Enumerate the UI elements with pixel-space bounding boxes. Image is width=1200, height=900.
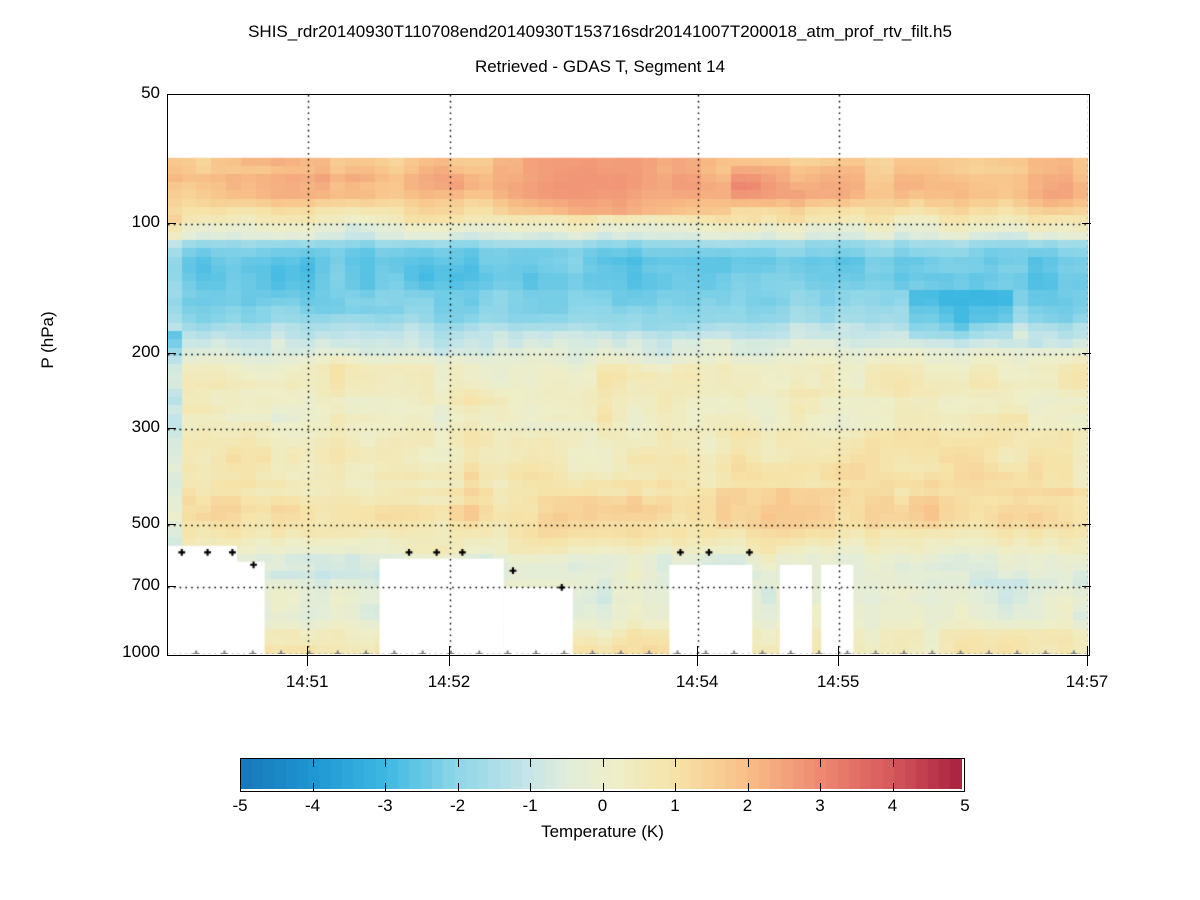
- y-axis-tick-right: [1082, 428, 1091, 430]
- heatmap-plot-area: [167, 94, 1090, 656]
- colorbar-tick-label: -3: [377, 796, 393, 815]
- y-axis-tick: [167, 523, 176, 525]
- y-axis-tick: [167, 586, 176, 588]
- marker-canvas: [168, 95, 1088, 654]
- y-axis-tick-right: [1082, 352, 1091, 354]
- colorbar-tick-labels: -5 -4 -3 -2 -1 0 1 2 3 4 5: [232, 796, 969, 820]
- colorbar-tick: [892, 758, 894, 767]
- colorbar-tick: [602, 758, 604, 767]
- colorbar-tick: [675, 758, 676, 767]
- colorbar-tick-label: 4: [887, 796, 898, 815]
- colorbar-tick-bottom: [602, 783, 604, 792]
- colorbar-tick: [385, 758, 386, 767]
- y-axis-tick-right: [1082, 223, 1091, 225]
- colorbar-tick-bottom: [892, 783, 894, 792]
- colorbar-canvas: [241, 759, 962, 789]
- x-axis-tick-top: [448, 646, 450, 656]
- y-axis-tick-right: [1082, 523, 1091, 525]
- x-axis-tick-label: 14:52: [427, 672, 471, 691]
- y-axis-tick-label: 1000: [122, 642, 160, 661]
- y-axis-tick: [167, 352, 176, 354]
- figure-title-main: SHIS_rdr20140930T110708end20140930T15371…: [248, 22, 952, 41]
- x-axis-tick: [448, 656, 450, 666]
- y-axis-tick-label: 300: [131, 417, 160, 437]
- y-axis-tick-right: [1082, 586, 1091, 588]
- y-axis-tick-label: 200: [131, 341, 160, 361]
- x-axis-tick: [697, 656, 699, 666]
- x-axis-ticks: 14:51 14:52 14:54 14:55 14:57: [167, 646, 1108, 691]
- x-axis-tick-top: [697, 646, 699, 656]
- y-axis-tick-labels: 50 100 200 300 500 700 1000: [80, 83, 160, 661]
- y-axis-tick: [167, 428, 176, 430]
- y-axis-tick-label: 500: [131, 512, 160, 532]
- colorbar-tick-label: 1: [670, 796, 680, 815]
- colorbar-tick: [530, 758, 531, 767]
- x-axis-tick-label: 14:57: [1065, 672, 1109, 691]
- y-axis-tick-label: 700: [131, 575, 160, 595]
- x-axis-tick: [838, 656, 840, 666]
- colorbar-tick-label: 5: [960, 796, 970, 815]
- colorbar-tick-bottom: [747, 783, 749, 792]
- x-axis-tick-label: 14:55: [816, 672, 860, 691]
- colorbar-tick-label: -2: [449, 796, 466, 815]
- x-axis-tick-top: [838, 646, 840, 656]
- x-axis-tick-label: 14:51: [285, 672, 329, 691]
- y-axis-tick-label: 50: [141, 83, 160, 102]
- colorbar-tick: [457, 758, 459, 767]
- colorbar-tick-label: 3: [815, 796, 825, 815]
- colorbar-tick-label: 2: [742, 796, 753, 815]
- colorbar-tick-bottom: [457, 783, 459, 792]
- y-axis-tick-label: 100: [131, 212, 160, 232]
- colorbar-tick-label: -5: [232, 796, 248, 815]
- colorbar-tick-bottom: [385, 783, 386, 792]
- colorbar-tick: [747, 758, 749, 767]
- x-axis-tick: [307, 656, 309, 666]
- x-axis-tick-top: [1087, 646, 1088, 656]
- y-axis-ticks-left: [167, 94, 177, 656]
- colorbar-tick: [312, 758, 314, 767]
- y-axis-tick: [167, 223, 176, 225]
- colorbar-tick-bottom: [675, 783, 676, 792]
- colorbar-tick-bottom: [312, 783, 314, 792]
- y-axis-ticks-right: [1081, 94, 1091, 656]
- colorbar-tick-label: -1: [522, 796, 538, 815]
- figure-title-sub: Retrieved - GDAS T, Segment 14: [474, 57, 726, 76]
- colorbar-tick: [820, 758, 821, 767]
- colorbar-tick-bottom: [820, 783, 821, 792]
- x-axis-tick-top: [307, 646, 309, 656]
- x-axis-tick-label: 14:54: [675, 672, 719, 691]
- colorbar-tick-bottom: [530, 783, 531, 792]
- y-axis-label: P (hPa): [38, 311, 57, 369]
- colorbar-title: Temperature (K): [541, 822, 664, 841]
- colorbar-tick-label: -4: [304, 796, 321, 815]
- colorbar-tick-label: 0: [597, 796, 608, 815]
- colorbar-ticks: [240, 758, 965, 792]
- x-axis-tick: [1087, 656, 1088, 666]
